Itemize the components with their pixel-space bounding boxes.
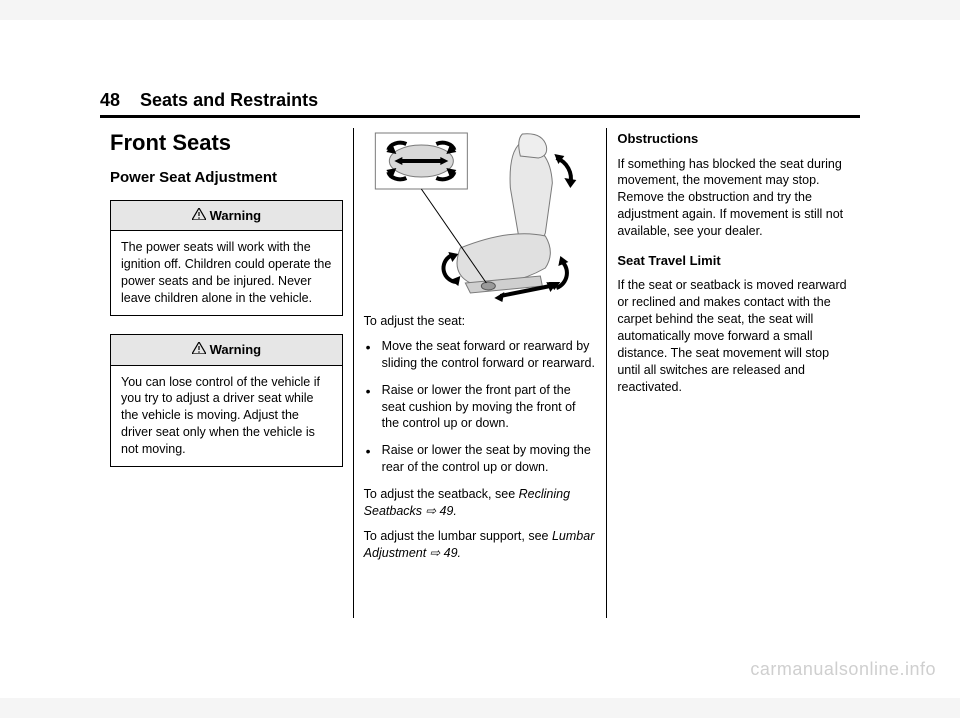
warning-header: Warning <box>111 335 342 366</box>
adjust-intro: To adjust the seat: <box>364 313 597 330</box>
seat-travel-body: If the seat or seatback is moved rearwar… <box>617 277 850 395</box>
adjust-bullets: Move the seat forward or rearward by sli… <box>364 338 597 476</box>
list-item: Raise or lower the front part of the sea… <box>364 382 597 433</box>
warning-body-1: The power seats will work with the ignit… <box>111 231 342 315</box>
column-3: Obstructions If something has blocked th… <box>606 128 860 618</box>
warning-box-2: Warning You can lose control of the vehi… <box>110 334 343 467</box>
ref-seatback: To adjust the seatback, see Reclining Se… <box>364 486 597 520</box>
warning-body-2: You can lose control of the vehicle if y… <box>111 366 342 466</box>
manual-page: 48 Seats and Restraints Front Seats Powe… <box>0 20 960 698</box>
obstructions-body: If something has blocked the seat during… <box>617 156 850 240</box>
heading-seat-travel-limit: Seat Travel Limit <box>617 252 850 270</box>
seat-adjustment-figure <box>364 128 597 303</box>
column-1: Front Seats Power Seat Adjustment Warnin… <box>100 128 353 618</box>
page-number: 48 <box>100 90 120 111</box>
watermark: carmanualsonline.info <box>750 659 936 680</box>
ref-text: To adjust the seatback, see <box>364 487 519 501</box>
warning-box-1: Warning The power seats will work with t… <box>110 200 343 316</box>
column-2: To adjust the seat: Move the seat forwar… <box>353 128 607 618</box>
ref-text: To adjust the lumbar support, see <box>364 529 552 543</box>
warning-triangle-icon <box>192 341 206 359</box>
heading-obstructions: Obstructions <box>617 130 850 148</box>
warning-triangle-icon <box>192 207 206 225</box>
content-columns: Front Seats Power Seat Adjustment Warnin… <box>100 128 860 618</box>
warning-header: Warning <box>111 201 342 232</box>
list-item: Raise or lower the seat by moving the re… <box>364 442 597 476</box>
heading-front-seats: Front Seats <box>110 128 343 158</box>
section-title: Seats and Restraints <box>140 90 318 111</box>
heading-power-seat-adjustment: Power Seat Adjustment <box>110 168 343 188</box>
warning-label: Warning <box>210 342 262 357</box>
ref-lumbar: To adjust the lumbar support, see Lumbar… <box>364 528 597 562</box>
warning-label: Warning <box>210 208 262 223</box>
list-item: Move the seat forward or rearward by sli… <box>364 338 597 372</box>
page-header: 48 Seats and Restraints <box>100 90 860 118</box>
